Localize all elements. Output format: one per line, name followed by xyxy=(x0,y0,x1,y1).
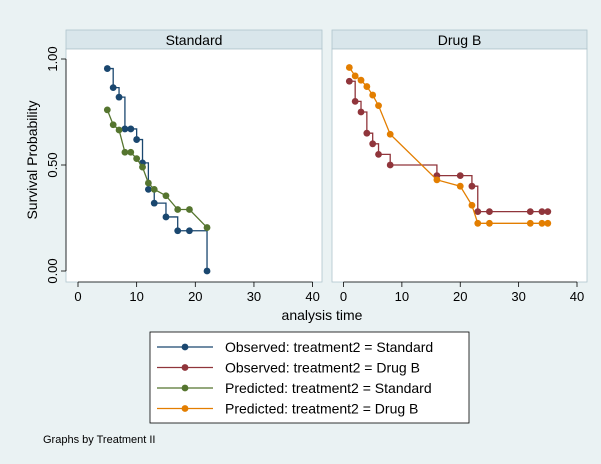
data-point-predicted-treatment2-standard xyxy=(144,179,152,187)
data-point-predicted-treatment2-drug-b xyxy=(456,182,464,190)
legend-label: Predicted: treatment2 = Standard xyxy=(225,380,432,396)
panel-drug-b-plot-area xyxy=(331,48,588,283)
panel-standard-title: Standard xyxy=(166,32,223,48)
data-point-observed-treatment2-standard xyxy=(203,267,211,275)
x-axis-label: analysis time xyxy=(282,307,363,323)
y-tick-label: 0.00 xyxy=(45,258,60,283)
data-point-predicted-treatment2-drug-b xyxy=(351,72,359,80)
legend-marker xyxy=(181,364,189,371)
data-point-predicted-treatment2-drug-b xyxy=(468,201,476,209)
x-tick-label: 20 xyxy=(453,289,467,304)
data-point-predicted-treatment2-drug-b xyxy=(345,64,353,71)
data-point-predicted-treatment2-drug-b xyxy=(544,219,552,227)
data-point-predicted-treatment2-drug-b xyxy=(526,219,534,227)
data-point-predicted-treatment2-drug-b xyxy=(363,83,371,90)
data-point-predicted-treatment2-standard xyxy=(103,106,111,114)
x-tick-label: 20 xyxy=(188,289,202,304)
data-point-predicted-treatment2-standard xyxy=(109,121,117,129)
y-tick-label: 0.50 xyxy=(45,152,60,177)
data-point-observed-treatment2-standard xyxy=(150,199,158,207)
data-point-observed-treatment2-drug-b xyxy=(375,151,382,158)
x-tick-label: 30 xyxy=(511,289,525,304)
data-point-observed-treatment2-standard xyxy=(121,125,129,133)
data-point-predicted-treatment2-drug-b xyxy=(375,102,382,110)
data-point-observed-treatment2-drug-b xyxy=(363,129,371,137)
data-point-observed-treatment2-drug-b xyxy=(544,208,552,216)
x-tick-label: 10 xyxy=(395,289,409,304)
data-point-predicted-treatment2-drug-b xyxy=(486,219,493,227)
data-point-observed-treatment2-drug-b xyxy=(474,208,482,216)
x-tick-label: 10 xyxy=(129,289,143,304)
data-point-observed-treatment2-standard xyxy=(186,227,193,235)
x-tick-label: 40 xyxy=(305,289,319,304)
data-point-observed-treatment2-standard xyxy=(103,65,111,72)
data-point-observed-treatment2-standard xyxy=(162,213,170,221)
data-point-observed-treatment2-drug-b xyxy=(351,98,359,105)
data-point-predicted-treatment2-drug-b xyxy=(369,91,377,99)
data-point-observed-treatment2-drug-b xyxy=(369,140,377,148)
data-point-observed-treatment2-standard xyxy=(109,84,117,92)
data-point-observed-treatment2-drug-b xyxy=(486,208,493,216)
panel-standard-plot xyxy=(103,65,211,275)
graphs-by-note: Graphs by Treatment II xyxy=(43,434,156,446)
data-point-predicted-treatment2-standard xyxy=(174,206,182,213)
x-tick-label: 0 xyxy=(340,289,347,304)
x-tick-label: 40 xyxy=(570,289,584,304)
data-point-observed-treatment2-drug-b xyxy=(345,77,353,85)
panel-drug-b-plot xyxy=(345,64,552,227)
data-point-predicted-treatment2-standard xyxy=(162,192,170,200)
panel-drug-b-title: Drug B xyxy=(438,32,482,48)
data-point-predicted-treatment2-standard xyxy=(127,148,135,156)
panel-standard-x-axis: 0 10 20 30 40 xyxy=(74,281,320,304)
data-point-observed-treatment2-drug-b xyxy=(386,161,394,169)
y-tick-label: 1.00 xyxy=(45,46,60,71)
legend-marker xyxy=(181,343,189,351)
data-point-observed-treatment2-standard xyxy=(115,93,123,101)
data-point-predicted-treatment2-standard xyxy=(121,148,129,156)
legend-label: Observed: treatment2 = Standard xyxy=(225,339,433,355)
panel-drug-b-x-axis: 0 10 20 30 40 xyxy=(340,281,584,304)
data-point-predicted-treatment2-drug-b xyxy=(386,130,394,138)
data-point-predicted-treatment2-standard xyxy=(133,155,141,163)
data-point-observed-treatment2-drug-b xyxy=(468,182,476,190)
legend-label: Predicted: treatment2 = Drug B xyxy=(225,401,418,417)
data-point-predicted-treatment2-drug-b xyxy=(538,219,546,227)
data-point-predicted-treatment2-standard xyxy=(115,126,123,134)
legend-marker xyxy=(181,405,189,412)
legend-items: Observed: treatment2 = Standard Observed:… xyxy=(157,339,433,417)
panel-standard: Standard 0 10 20 30 40 0.00 0.50 1.00 xyxy=(45,29,323,304)
data-point-observed-treatment2-standard xyxy=(174,227,182,235)
data-point-observed-treatment2-standard xyxy=(133,136,141,143)
data-point-observed-treatment2-standard xyxy=(127,125,135,133)
panel-standard-plot-area xyxy=(65,48,323,283)
data-point-predicted-treatment2-standard xyxy=(139,163,146,171)
data-point-observed-treatment2-drug-b xyxy=(456,172,464,180)
data-point-observed-treatment2-drug-b xyxy=(526,208,534,216)
x-tick-label: 0 xyxy=(74,289,81,304)
panel-standard-y-axis: 0.00 0.50 1.00 xyxy=(45,46,67,284)
data-point-observed-treatment2-drug-b xyxy=(538,208,546,216)
legend-label: Observed: treatment2 = Drug B xyxy=(225,360,420,376)
legend: Observed: treatment2 = Standard Observed:… xyxy=(149,331,470,424)
data-point-observed-treatment2-drug-b xyxy=(357,108,365,116)
data-point-observed-treatment2-standard xyxy=(144,185,152,193)
legend-marker xyxy=(181,384,189,392)
data-point-predicted-treatment2-standard xyxy=(186,206,193,213)
x-tick-label: 30 xyxy=(247,289,261,304)
data-point-predicted-treatment2-drug-b xyxy=(433,176,441,184)
data-point-predicted-treatment2-drug-b xyxy=(474,219,482,227)
panel-drug-b: Drug B 0 10 20 30 40 xyxy=(331,29,588,304)
data-point-predicted-treatment2-standard xyxy=(150,185,158,193)
y-axis-label: Survival Probability xyxy=(24,100,40,219)
data-point-predicted-treatment2-standard xyxy=(203,224,211,231)
data-point-predicted-treatment2-drug-b xyxy=(357,76,365,84)
